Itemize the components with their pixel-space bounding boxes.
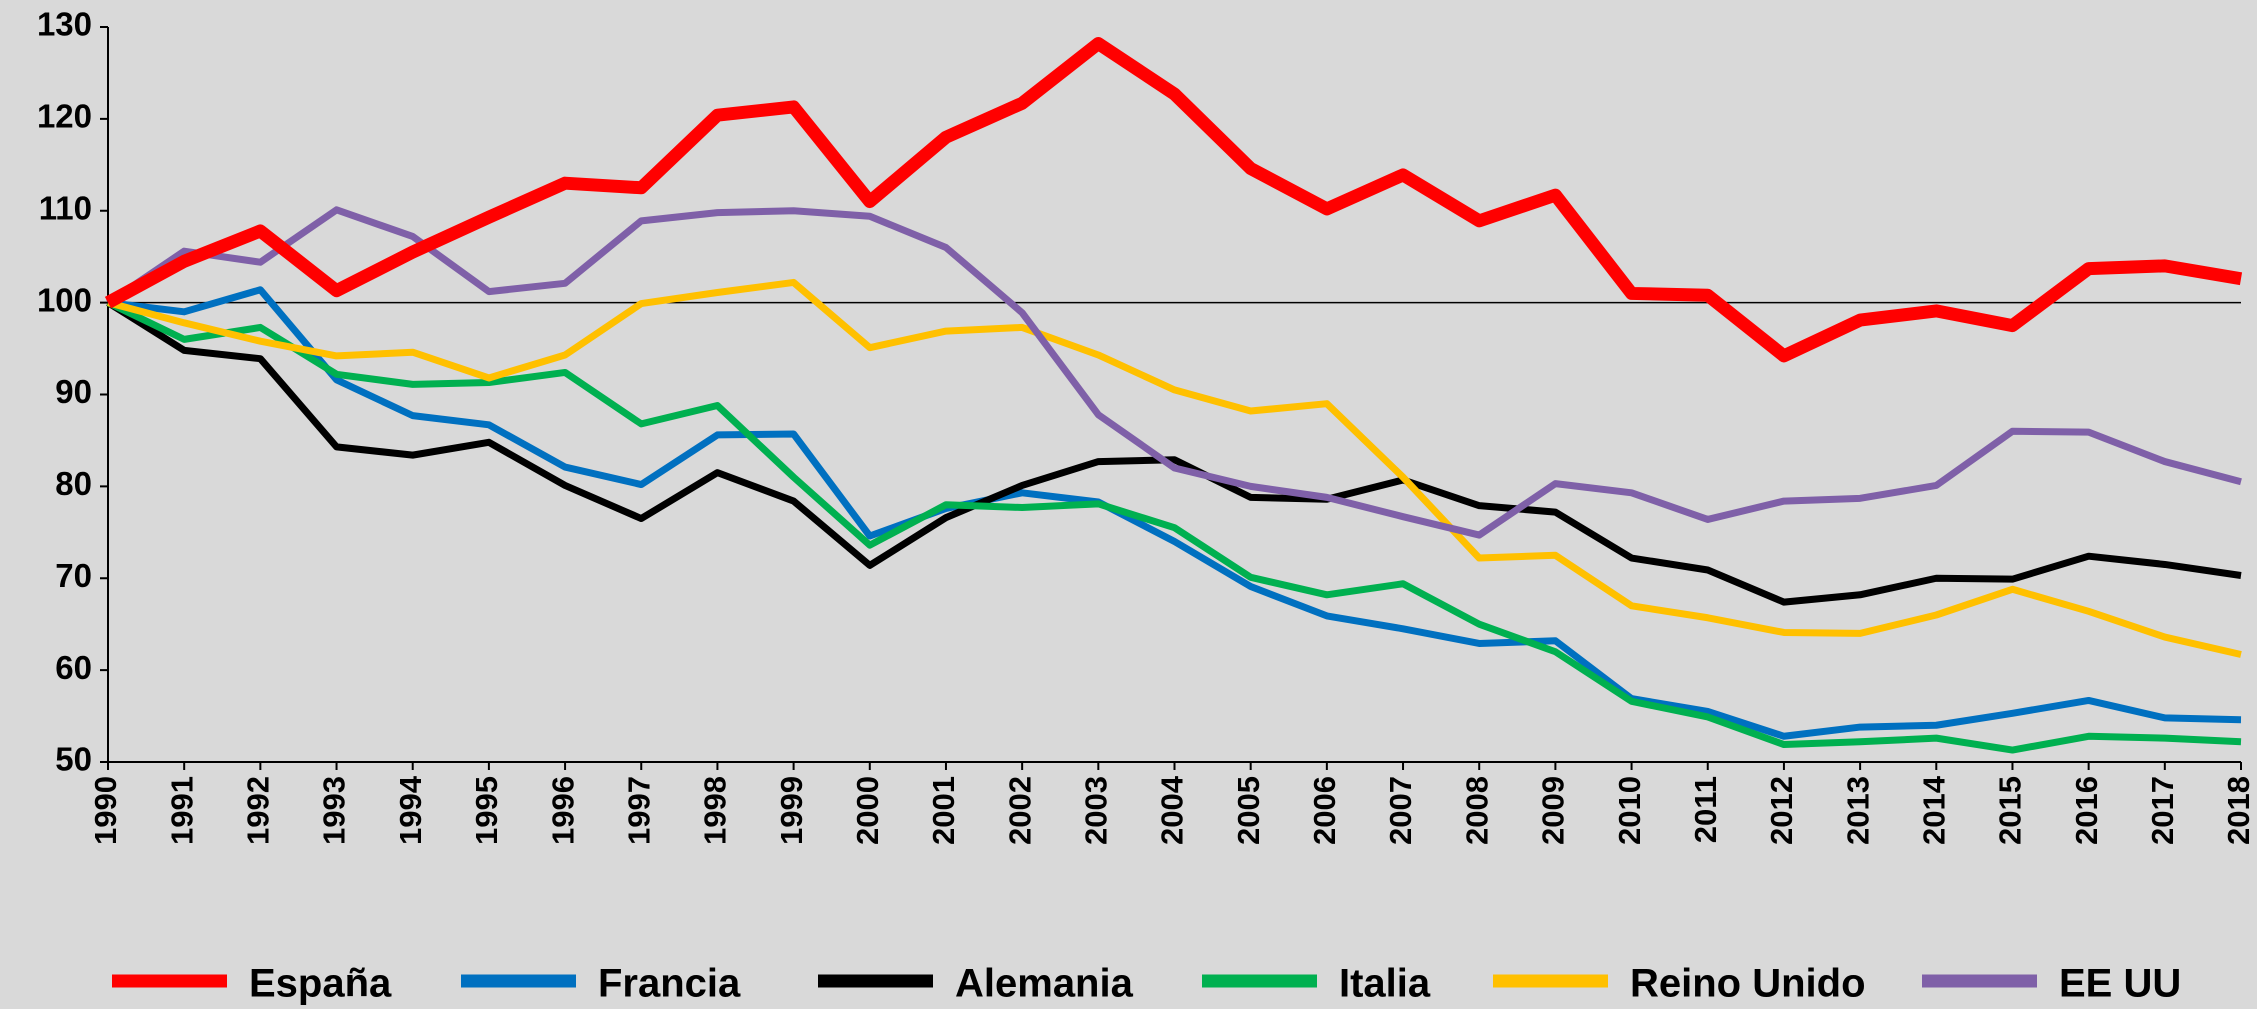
x-tick-label: 1995 [469,776,504,845]
legend-label: Alemania [955,962,1134,1006]
series-line [107,286,2242,740]
x-tick-label: 2014 [1916,775,1951,845]
y-tick-label: 80 [55,465,92,502]
x-tick-label: 2005 [1231,776,1266,845]
x-tick-label: 2009 [1536,776,1571,845]
legend-label: Francia [598,962,741,1006]
x-tick-label: 2003 [1079,776,1114,845]
y-tick-label: 90 [55,373,92,410]
x-tick-label: 1994 [393,775,428,845]
y-tick-label: 50 [55,741,92,778]
x-tick-label: 1999 [774,776,809,845]
series-line [107,278,2242,658]
x-tick-label: 2016 [2069,776,2104,845]
x-tick-label: 2001 [926,776,961,845]
y-tick-label: 100 [37,281,92,318]
x-tick-label: 2012 [1764,776,1799,845]
x-tick-label: 2011 [1688,776,1723,843]
x-tick-label: 1991 [164,776,199,845]
x-tick-label: 2000 [850,776,885,845]
y-tick-label: 130 [37,6,92,43]
x-tick-label: 2018 [2221,776,2256,845]
x-tick-label: 2015 [1993,776,2028,845]
x-tick-label: 1990 [88,776,123,845]
x-tick-label: 2013 [1840,776,1875,845]
series-line [106,299,2242,606]
x-tick-label: 2017 [2145,776,2180,845]
y-tick-label: 70 [55,557,92,594]
x-tick-label: 2007 [1383,776,1418,845]
series-line [106,206,2242,539]
x-tick-label: 2002 [1002,776,1037,845]
x-tick-label: 1996 [545,776,580,845]
x-tick-label: 1998 [698,776,733,845]
y-tick-label: 120 [37,98,92,135]
y-tick-label: 110 [39,189,92,226]
legend-label: Italia [1339,962,1431,1006]
x-tick-label: 2006 [1307,776,1342,845]
legend-label: EE UU [2059,962,2181,1006]
y-tick-label: 60 [55,649,92,686]
series-line [106,299,2242,754]
legend-label: Reino Unido [1630,962,1866,1006]
x-tick-label: 2010 [1612,776,1647,845]
series-line [104,37,2243,363]
x-tick-label: 2004 [1155,775,1190,845]
x-tick-label: 2008 [1459,776,1494,845]
x-tick-label: 1992 [241,776,276,845]
x-tick-label: 1997 [621,776,656,845]
legend-label: España [249,962,392,1006]
x-tick-label: 1993 [317,776,352,845]
